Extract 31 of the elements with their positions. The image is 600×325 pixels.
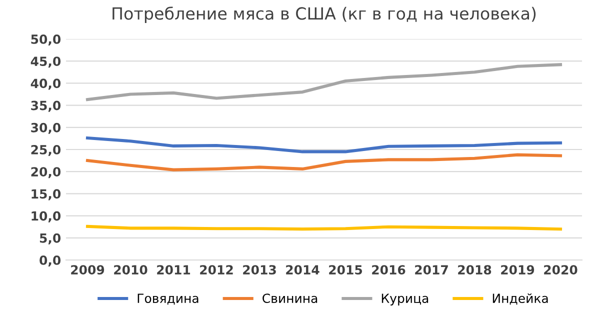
y-tick-label: 15,0 [32,189,61,200]
legend-label: Свинина [262,294,318,304]
chart-title: Потребление мяса в США (кг в год на человека) [112,6,536,24]
x-tick-label: 2015 [329,265,362,275]
y-tick-label: 35,0 [31,100,61,112]
x-tick-label: 2012 [200,265,233,275]
line-series [86,153,562,172]
y-tick-label: 30,0 [31,122,61,134]
y-tick-label: 10,0 [32,211,61,222]
x-tick-label: 2013 [243,265,276,275]
legend-label: Курица [382,294,428,306]
x-tick-label: 2020 [544,265,578,275]
y-tick-label: 25,0 [31,144,61,156]
legend-label: Говядина [138,294,198,305]
y-tick-label: 0,0 [40,255,61,267]
x-tick-label: 2018 [458,265,492,275]
y-tick-label: 40,0 [30,78,61,90]
x-tick-label: 2016 [372,265,406,275]
x-tick-label: 2010 [114,265,148,275]
x-tick-label: 2011 [157,265,190,275]
line-series [86,136,562,154]
y-tick-label: 50,0 [31,34,61,46]
y-tick-label: 20,0 [31,167,61,178]
line-series [86,63,562,102]
x-tick-label: 2009 [71,265,104,275]
x-tick-label: 2014 [286,265,320,275]
x-tick-label: 2017 [415,265,448,275]
x-tick-label: 2019 [501,265,534,275]
y-tick-label: 45,0 [30,56,61,68]
legend-label: Индейка [492,293,548,305]
y-tick-label: 5,0 [40,233,61,244]
